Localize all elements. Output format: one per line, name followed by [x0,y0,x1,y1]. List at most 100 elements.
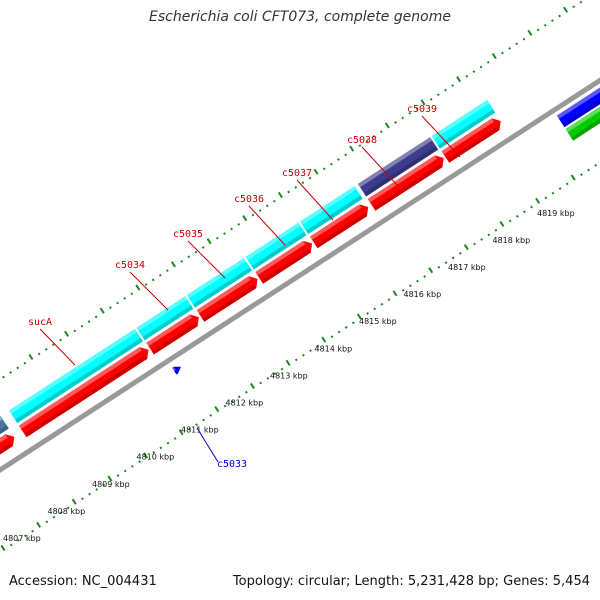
gene-sucA-shade [15,338,143,424]
inner-tick [294,358,298,362]
leader-c5037 [296,179,334,221]
inner-tick [473,242,476,246]
outer-tick [527,29,533,36]
inner-tick [309,349,312,352]
gene-c5035-shade [192,267,252,308]
leader-c5039 [421,115,461,158]
inner-tick [107,475,113,482]
gene-c5037-highlight [300,186,357,225]
outer-tick [215,236,219,240]
label-c5036: c5036 [234,194,264,205]
inner-tick [36,521,42,528]
cds-upstream-shade [0,442,13,455]
gene-c5038-highlight [357,137,433,188]
inner-tick [570,174,576,181]
inner-tick [195,423,198,427]
scale-label: 4811 kbp [181,426,219,435]
inner-tick [437,265,441,269]
scale-label: 4809 kbp [92,480,130,489]
cds-sucA-highlight [18,347,142,429]
outer-tick [287,190,291,194]
outer-tick [230,227,233,231]
inner-tick [24,534,27,538]
gene-reverse-1-highlight [556,87,600,119]
scale-label: 4818 kbp [493,236,531,245]
outer-tick [251,213,255,217]
outer-tick [206,238,212,245]
inner-tick [356,313,362,320]
inner-tick [152,451,156,454]
inner-tick [66,506,70,510]
cds-c5038 [367,155,444,211]
label-c5035: c5035 [173,229,203,240]
inner-tick [249,382,255,390]
inner-tick [499,220,505,227]
cds-reverse-shade [571,118,600,141]
inner-tick [594,164,598,167]
inner-tick [273,372,277,376]
inner-tick [95,488,99,491]
outer-tick [372,135,376,138]
gene-upstream-highlight [0,415,3,422]
outer-tick [365,139,369,143]
outer-tick [465,74,469,78]
outer-tick-ring [2,0,583,379]
gene-c5033-shade [174,370,179,375]
inner-tick [166,441,170,445]
outer-tick [44,347,48,351]
outer-tick [123,297,127,300]
inner-tick [508,219,512,223]
inner-tick [159,446,163,450]
outer-tick [472,70,476,73]
outer-tick [313,168,319,175]
inner-tick [237,395,241,399]
outer-tick [337,158,340,161]
inner-tick [408,284,412,288]
inner-tick [245,390,248,394]
outer-tick [384,122,390,129]
inner-tick [202,418,206,422]
inner-tick [392,290,398,297]
inner-tick [480,238,484,241]
inner-tick [494,228,498,232]
outer-tick [294,185,298,189]
inner-tick [401,289,405,292]
scale-label: 4817 kbp [448,263,486,272]
outer-tick [16,366,20,370]
label-c5037: c5037 [282,168,312,179]
inner-tick [138,460,141,464]
outer-tick [456,76,462,83]
gene-c5033 [172,366,181,375]
inner-tick [45,520,49,524]
inner-tick [143,452,148,459]
scale-label: 4810 kbp [137,453,175,462]
cds-c5036-shade [260,249,311,284]
inner-tick [451,256,455,260]
cds-c5034-highlight [146,314,193,347]
inner-tick [71,498,77,505]
feature-tracks [0,87,600,455]
leader-sucA [39,328,76,366]
outer-tick [479,65,483,69]
inner-tick [285,359,291,366]
outer-tick [349,145,355,152]
scale-label: 4814 kbp [315,344,353,353]
inner-tick [337,330,341,334]
inner-tick [544,196,548,200]
inner-tick [9,543,13,547]
inner-tick [316,344,320,348]
inner-tick [0,544,6,552]
label-sucA: sucA [28,317,52,328]
outer-tick [508,47,511,50]
cds-c5036 [255,240,312,284]
gene-c5034-shade [142,305,194,341]
cds-sucA-shade [24,355,148,438]
outer-tick [436,93,440,97]
outer-tick [322,167,326,171]
inner-tick [587,168,590,172]
outer-tick [28,353,34,360]
gene-c5039 [431,100,496,149]
inner-tick [31,529,34,533]
outer-tick [415,107,419,110]
